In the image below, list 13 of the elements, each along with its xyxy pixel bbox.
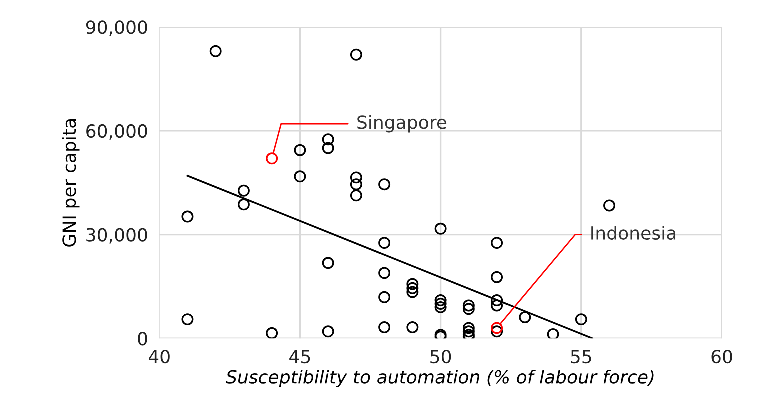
annotation: Singapore <box>358 115 447 133</box>
x-tick-label: 50 <box>430 350 452 364</box>
x-tick-label: 60 <box>712 350 732 364</box>
y-tick-label: 30,000 <box>86 228 148 244</box>
y-tick-label: 60,000 <box>86 124 148 140</box>
annotation: Indonesia <box>592 226 676 240</box>
x-tick-label: 55 <box>571 350 592 364</box>
y-tick-label: 90,000 <box>86 20 148 36</box>
x-tick-label: 45 <box>290 350 310 364</box>
y-tick-label: 0 <box>138 332 148 346</box>
x-axis-title: Susceptibility to automation (% of labour force) <box>226 370 654 388</box>
x-tick-label: 40 <box>148 350 170 364</box>
y-axis-title: GNI per capita <box>62 120 80 247</box>
